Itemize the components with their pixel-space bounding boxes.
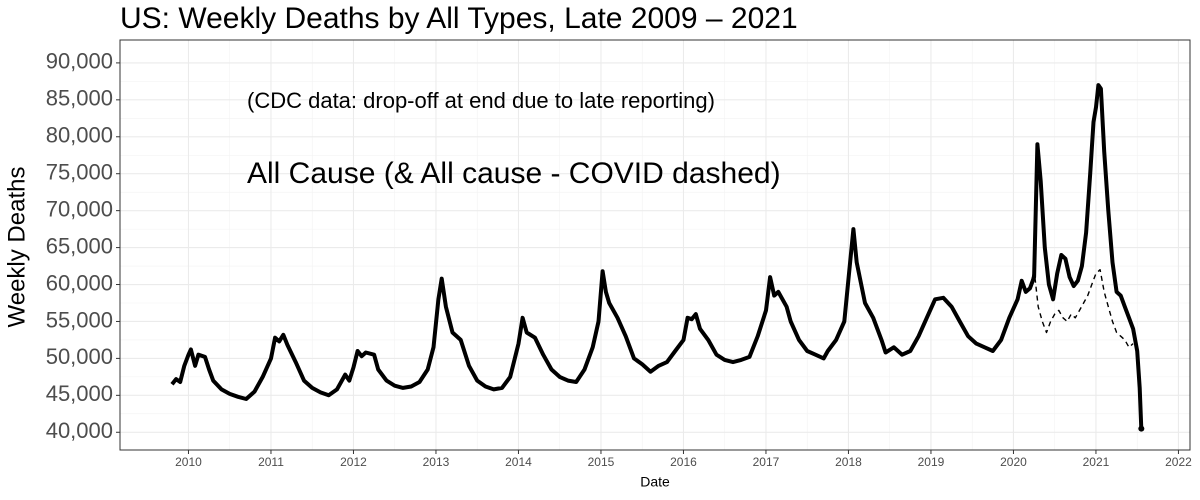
x-tick-label: 2015 bbox=[588, 455, 615, 469]
x-tick-label: 2016 bbox=[670, 455, 697, 469]
x-tick-label: 2018 bbox=[835, 455, 862, 469]
x-tick-label: 2011 bbox=[258, 455, 284, 469]
x-tick-label: 2020 bbox=[1000, 455, 1027, 469]
x-tick-label: 2022 bbox=[1165, 455, 1192, 469]
x-tick-label: 2013 bbox=[423, 455, 450, 469]
y-tick-label: 85,000 bbox=[46, 86, 113, 111]
x-tick-label: 2021 bbox=[1083, 455, 1110, 469]
x-tick-label: 2010 bbox=[175, 455, 202, 469]
x-tick-label: 2014 bbox=[505, 455, 532, 469]
annotation: All Cause (& All cause - COVID dashed) bbox=[247, 157, 781, 190]
x-tick-label: 2019 bbox=[918, 455, 945, 469]
end-point bbox=[1138, 425, 1145, 432]
y-tick-label: 80,000 bbox=[46, 123, 113, 148]
y-tick-label: 75,000 bbox=[46, 160, 113, 185]
annotation: (CDC data: drop-off at end due to late r… bbox=[247, 88, 715, 113]
y-tick-label: 60,000 bbox=[46, 270, 113, 295]
chart-title: US: Weekly Deaths by All Types, Late 200… bbox=[120, 2, 798, 35]
y-tick-label: 90,000 bbox=[46, 49, 113, 74]
y-tick-label: 65,000 bbox=[46, 233, 113, 258]
y-tick-label: 50,000 bbox=[46, 344, 113, 369]
x-tick-label: 2012 bbox=[340, 455, 367, 469]
data-line bbox=[170, 83, 1144, 429]
y-tick-label: 70,000 bbox=[46, 196, 113, 221]
data-line bbox=[1029, 269, 1134, 348]
y-tick-label: 40,000 bbox=[46, 418, 113, 443]
y-tick-label: 45,000 bbox=[46, 381, 113, 406]
plot-border bbox=[119, 39, 1191, 451]
y-tick-label: 55,000 bbox=[46, 307, 113, 332]
plot-background bbox=[120, 40, 1190, 450]
x-tick-label: 2017 bbox=[753, 455, 780, 469]
y-axis-label: Weekly Deaths bbox=[3, 167, 30, 328]
x-axis-label: Date bbox=[640, 474, 670, 490]
